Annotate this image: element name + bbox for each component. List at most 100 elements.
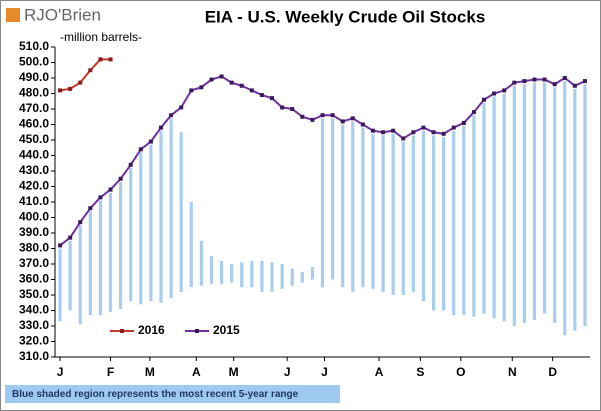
range-bar xyxy=(542,82,547,314)
x-tick-label: A xyxy=(192,365,201,379)
marker xyxy=(340,119,345,124)
x-tick-label: N xyxy=(508,365,517,379)
marker xyxy=(199,85,204,90)
marker xyxy=(78,80,83,85)
range-bar xyxy=(58,248,62,322)
marker xyxy=(320,113,325,118)
legend-marker xyxy=(195,329,199,333)
y-tick-label: 360.0 xyxy=(19,272,49,286)
marker xyxy=(68,235,73,240)
marker xyxy=(179,105,184,110)
marker xyxy=(88,68,93,73)
y-tick-label: 330.0 xyxy=(19,318,49,332)
range-bar xyxy=(330,118,335,280)
range-bar xyxy=(300,271,304,283)
legend-marker xyxy=(120,329,124,333)
marker xyxy=(421,125,426,130)
range-bar xyxy=(573,88,577,331)
marker xyxy=(108,187,113,192)
marker xyxy=(249,88,254,93)
footnote-box xyxy=(5,385,340,403)
y-tick-label: 420.0 xyxy=(19,179,49,193)
marker xyxy=(542,77,547,82)
range-bar xyxy=(320,118,325,288)
range-bar xyxy=(199,240,203,286)
y-tick-label: 340.0 xyxy=(19,303,49,317)
range-bar xyxy=(209,256,214,285)
range-bar xyxy=(280,264,284,289)
range-bar xyxy=(290,268,294,286)
x-tick-label: J xyxy=(284,365,291,379)
marker xyxy=(138,147,143,152)
range-bar xyxy=(260,260,264,292)
range-bar xyxy=(431,135,436,311)
y-tick-label: 510.0 xyxy=(19,39,49,53)
range-bar xyxy=(351,121,355,292)
marker xyxy=(158,125,163,130)
marker xyxy=(451,125,456,130)
range-bar xyxy=(512,85,516,326)
y-tick-label: 400.0 xyxy=(19,210,49,224)
range-bar xyxy=(361,127,365,288)
range-bar xyxy=(310,267,315,280)
marker xyxy=(259,93,264,98)
range-bar xyxy=(78,225,82,325)
marker xyxy=(148,139,153,144)
marker xyxy=(88,206,93,211)
x-tick-label: J xyxy=(321,365,328,379)
marker xyxy=(502,88,507,93)
y-tick-label: 380.0 xyxy=(19,241,49,255)
range-bar xyxy=(68,240,72,311)
range-bar xyxy=(563,81,567,336)
chart-title: EIA - U.S. Weekly Crude Oil Stocks xyxy=(205,7,486,26)
marker xyxy=(391,128,396,133)
range-bar xyxy=(421,130,426,302)
marker xyxy=(78,220,83,225)
x-tick-label: F xyxy=(107,365,114,379)
range-bar xyxy=(391,133,395,295)
marker xyxy=(239,83,244,88)
marker xyxy=(118,176,123,181)
legend-label: 2016 xyxy=(138,323,165,337)
y-tick-label: 450.0 xyxy=(19,132,49,146)
logo-icon xyxy=(6,8,20,22)
marker xyxy=(572,83,577,88)
marker xyxy=(58,243,63,248)
marker xyxy=(300,114,305,119)
marker xyxy=(58,88,63,93)
range-bar xyxy=(371,133,375,289)
range-bar xyxy=(119,181,123,309)
range-bar xyxy=(129,167,133,302)
x-tick-label: M xyxy=(145,365,155,379)
x-tick-label: D xyxy=(548,365,557,379)
marker xyxy=(431,130,436,135)
marker xyxy=(381,130,386,135)
marker xyxy=(552,82,557,87)
range-bar xyxy=(482,102,486,314)
range-bar xyxy=(411,135,415,292)
range-bar xyxy=(98,200,103,316)
range-bar xyxy=(169,118,173,299)
range-bar xyxy=(553,87,557,323)
marker xyxy=(441,131,446,136)
y-tick-label: 430.0 xyxy=(19,163,49,177)
y-tick-label: 350.0 xyxy=(19,287,49,301)
range-bar xyxy=(230,264,234,283)
x-tick-label: O xyxy=(456,365,465,379)
x-tick-label: A xyxy=(375,365,384,379)
footnote: Blue shaded region represents the most r… xyxy=(12,389,299,400)
logo: RJO'Brien xyxy=(24,5,101,24)
y-tick-label: 320.0 xyxy=(19,334,49,348)
marker xyxy=(461,120,466,125)
marker xyxy=(219,74,224,79)
marker xyxy=(108,57,113,62)
marker xyxy=(562,76,567,80)
marker xyxy=(98,57,103,62)
range-bar xyxy=(401,141,405,295)
marker xyxy=(189,88,194,93)
y-tick-label: 500.0 xyxy=(19,55,49,69)
marker xyxy=(229,80,234,85)
marker xyxy=(532,77,537,82)
